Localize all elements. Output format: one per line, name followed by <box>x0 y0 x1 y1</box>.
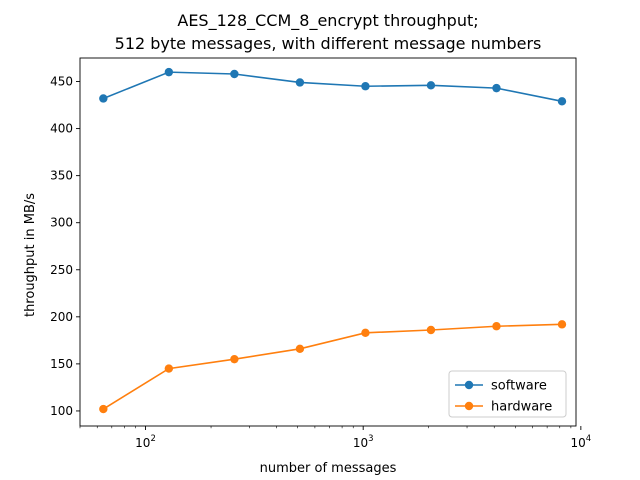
data-point-hardware <box>361 328 370 338</box>
data-point-hardware <box>426 325 436 335</box>
data-point-software <box>492 83 501 93</box>
data-point-hardware <box>492 322 501 331</box>
y-axis-label: throughput in MB/s <box>23 193 38 317</box>
data-point-hardware <box>99 404 108 414</box>
data-point-software <box>426 81 436 90</box>
y-axis-ticks: 100 150 200 250 300 350 400 450 <box>50 75 80 418</box>
data-point-software <box>164 67 174 77</box>
data-point-hardware <box>230 354 239 364</box>
legend-label-hardware: hardware <box>491 400 552 415</box>
y-tick-label: 450 <box>50 75 73 89</box>
x-tick-label: 102 <box>135 434 156 450</box>
data-point-software <box>230 69 239 79</box>
chart-title-line-1: AES_128_CCM_8_encrypt throughput; <box>177 11 478 31</box>
x-axis-label: number of messages <box>260 461 397 476</box>
chart-title: AES_128_CCM_8_encrypt throughput; 512 by… <box>115 11 542 53</box>
y-tick-label: 300 <box>50 216 73 230</box>
y-tick-label: 200 <box>50 310 73 324</box>
data-point-software <box>99 94 108 103</box>
data-point-hardware <box>295 344 305 354</box>
data-point-hardware <box>557 320 567 329</box>
y-tick-label: 400 <box>50 122 73 136</box>
x-tick-label: 103 <box>353 434 374 450</box>
data-point-software <box>557 97 567 106</box>
legend: software hardware <box>448 370 567 418</box>
y-tick-label: 100 <box>50 404 73 418</box>
series-line-software <box>103 71 563 103</box>
legend-swatch-marker <box>464 380 474 390</box>
y-tick-label: 150 <box>50 357 73 371</box>
data-series <box>99 67 567 414</box>
series-line-hardware <box>102 323 563 410</box>
plot-frame <box>79 57 577 427</box>
y-tick-label: 350 <box>50 169 73 183</box>
data-point-software <box>361 82 370 91</box>
x-axis-ticks: 102 103 104 <box>79 426 591 450</box>
plot-area <box>79 57 577 427</box>
legend-swatch-marker <box>464 401 474 411</box>
y-tick-label: 250 <box>50 263 73 277</box>
x-tick-label: 104 <box>570 434 591 450</box>
chart-title-line-2: 512 byte messages, with different messag… <box>115 34 542 53</box>
data-point-software <box>295 78 305 87</box>
data-point-hardware <box>164 364 174 373</box>
legend-label-software: software <box>491 379 547 394</box>
